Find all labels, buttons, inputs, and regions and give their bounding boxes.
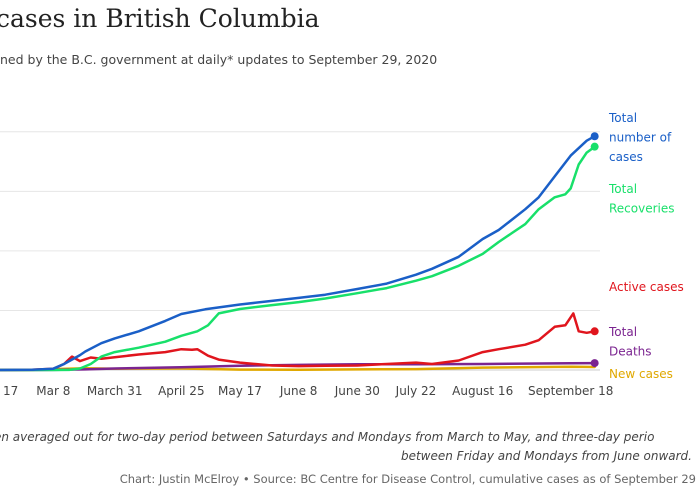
- x-tick-label: March 31: [87, 384, 143, 398]
- series-label-total: number of: [609, 131, 672, 145]
- series-lines: [0, 132, 599, 372]
- x-tick-label: August 16: [452, 384, 513, 398]
- x-tick-label: Mar 8: [36, 384, 70, 398]
- end-marker-total: [590, 132, 599, 141]
- chart-subtitle: ned by the B.C. government at daily* upd…: [0, 52, 438, 67]
- x-tick-label: May 17: [218, 384, 262, 398]
- chart-title: cases in British Columbia: [0, 4, 320, 33]
- series-label-deaths: Deaths: [609, 345, 652, 359]
- end-marker-deaths: [590, 359, 599, 368]
- end-marker-active: [590, 327, 599, 336]
- x-tick-label: 17: [3, 384, 18, 398]
- series-line-total: [0, 134, 596, 372]
- series-label-active: Active cases: [609, 280, 684, 294]
- x-tick-label: April 25: [158, 384, 205, 398]
- series-line-recoveries: [0, 145, 596, 372]
- end-marker-recoveries: [590, 142, 599, 151]
- footnote-line-2: between Friday and Mondays from June onw…: [400, 449, 692, 463]
- chart-credit: Chart: Justin McElroy • Source: BC Centr…: [119, 472, 696, 486]
- x-tick-label: June 30: [334, 384, 380, 398]
- series-label-total: Total: [608, 111, 637, 125]
- series-label-new: New cases: [609, 367, 673, 381]
- series-label-recoveries: Recoveries: [609, 202, 675, 216]
- series-label-total: cases: [609, 150, 643, 164]
- x-axis-ticks: 17 Mar 8 March 31 April 25 May 17 June 8 June …: [3, 384, 613, 398]
- x-tick-label: July 22: [395, 384, 437, 398]
- series-labels: Total number of cases Total Recoveries Active…: [608, 111, 684, 381]
- series-label-recoveries: Total: [608, 182, 637, 196]
- series-label-deaths: Total: [608, 325, 637, 339]
- series-line-active: [0, 312, 596, 372]
- footnote-line-1: en averaged out for two-day period betwe…: [0, 430, 655, 444]
- x-tick-label: September 18: [528, 384, 613, 398]
- gridlines: [0, 131, 600, 371]
- x-tick-label: June 8: [279, 384, 318, 398]
